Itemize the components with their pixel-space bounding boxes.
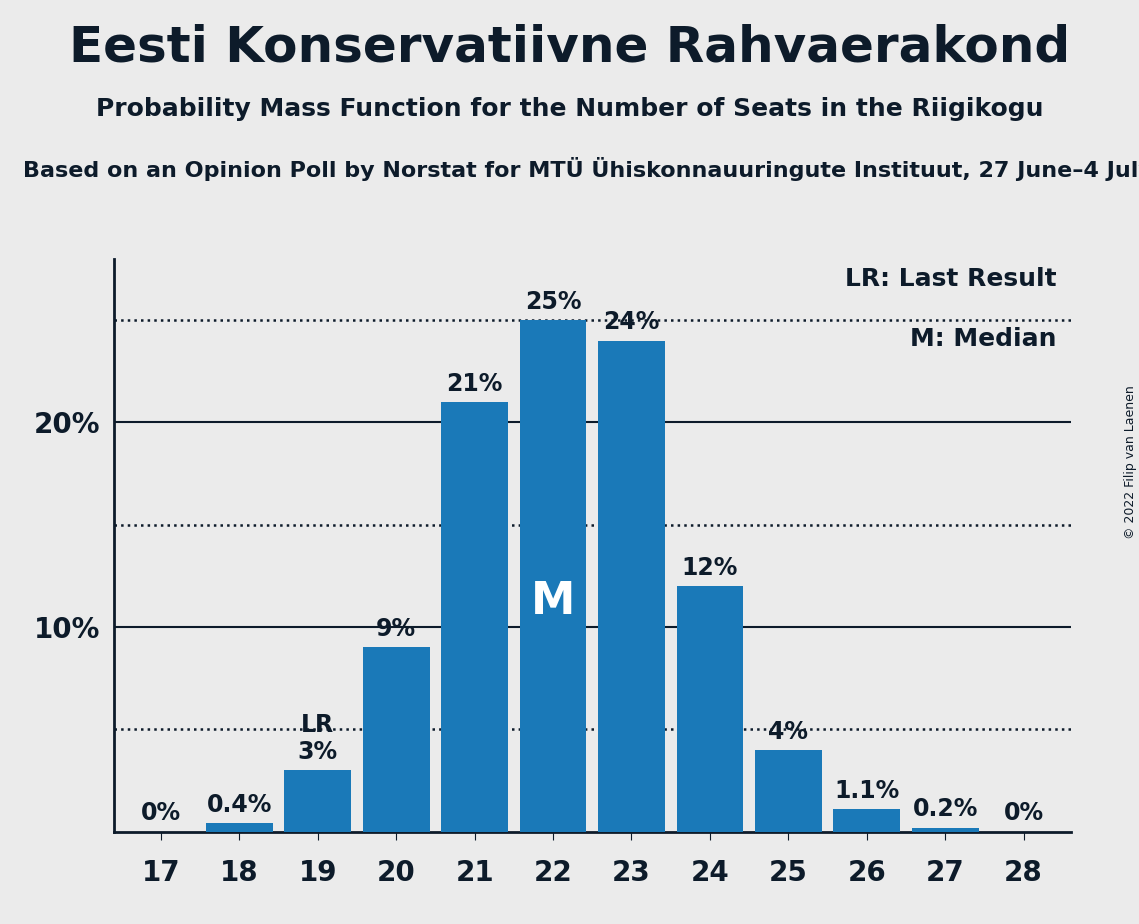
- Bar: [363, 648, 429, 832]
- Text: 4%: 4%: [769, 720, 809, 744]
- Bar: [677, 586, 744, 832]
- Text: 12%: 12%: [682, 556, 738, 580]
- Text: M: Median: M: Median: [910, 327, 1056, 351]
- Text: 0.2%: 0.2%: [912, 797, 978, 821]
- Text: 0%: 0%: [141, 801, 181, 825]
- Text: 24%: 24%: [604, 310, 659, 334]
- Bar: [912, 828, 978, 832]
- Text: 3%: 3%: [297, 740, 338, 764]
- Text: LR: Last Result: LR: Last Result: [845, 267, 1056, 291]
- Bar: [755, 749, 821, 832]
- Bar: [834, 809, 900, 832]
- Text: 9%: 9%: [376, 617, 416, 641]
- Bar: [598, 341, 665, 832]
- Bar: [441, 402, 508, 832]
- Text: Probability Mass Function for the Number of Seats in the Riigikogu: Probability Mass Function for the Number…: [96, 97, 1043, 121]
- Bar: [206, 823, 272, 832]
- Text: 1.1%: 1.1%: [834, 779, 900, 803]
- Text: LR: LR: [301, 713, 335, 737]
- Bar: [519, 320, 587, 832]
- Text: 21%: 21%: [446, 371, 502, 395]
- Text: M: M: [531, 580, 575, 623]
- Text: Based on an Opinion Poll by Norstat for MTÜ Ühiskonnauuringute Instituut, 27 Jun: Based on an Opinion Poll by Norstat for …: [23, 157, 1139, 181]
- Text: Eesti Konservatiivne Rahvaerakond: Eesti Konservatiivne Rahvaerakond: [68, 23, 1071, 71]
- Text: 0%: 0%: [1003, 801, 1043, 825]
- Text: 25%: 25%: [525, 290, 581, 314]
- Text: 0.4%: 0.4%: [206, 794, 272, 817]
- Text: © 2022 Filip van Laenen: © 2022 Filip van Laenen: [1124, 385, 1137, 539]
- Bar: [285, 771, 351, 832]
